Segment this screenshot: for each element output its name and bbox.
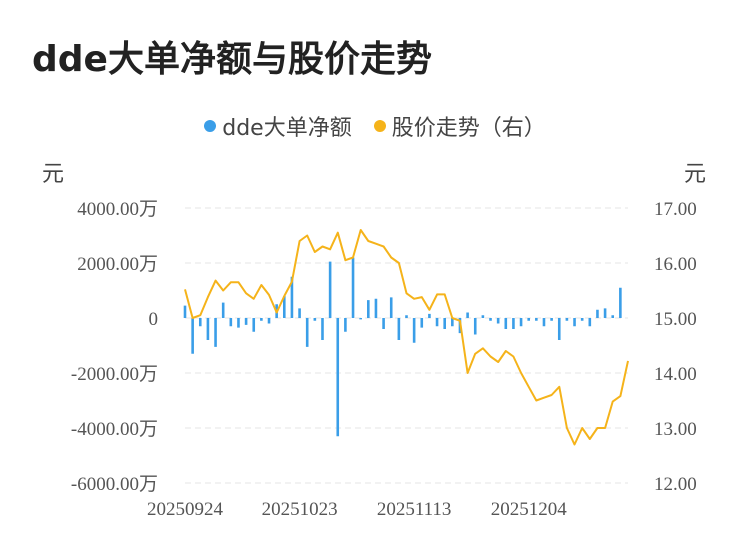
dde-bar — [420, 318, 424, 328]
dde-bar — [305, 318, 309, 347]
dde-bar — [550, 318, 553, 321]
left-tick-label: -4000.00万 — [71, 419, 158, 440]
dde-bar — [389, 297, 393, 318]
dde-bar — [573, 318, 576, 327]
dde-legend-dot-icon — [204, 120, 217, 132]
dde-bar — [214, 318, 217, 347]
dde-bar — [359, 318, 362, 320]
legend-item-price[interactable]: 股价走势（右） — [373, 110, 546, 142]
dde-bar — [535, 318, 538, 321]
dde-bar — [290, 276, 294, 318]
dde-bar — [206, 318, 210, 340]
right-tick-label: 17.00 — [654, 199, 697, 220]
left-tick-label: 2000.00万 — [77, 254, 158, 275]
legend-label-dde: dde大单净额 — [222, 116, 352, 141]
dde-bar — [496, 318, 500, 324]
right-tick-label: 14.00 — [654, 364, 697, 385]
dde-bar — [313, 318, 317, 321]
right-tick-label: 16.00 — [654, 254, 697, 275]
dde-bar — [542, 318, 546, 327]
dde-bar — [504, 318, 508, 329]
dde-bar — [244, 318, 248, 325]
dde-bar — [267, 318, 271, 324]
dde-bar — [351, 257, 355, 318]
dde-bar — [619, 287, 622, 318]
price-legend-dot-icon — [373, 120, 386, 132]
dde-bar — [367, 300, 370, 318]
dde-bar — [466, 312, 469, 318]
x-tick-label: 20251204 — [491, 499, 568, 520]
dde-bar — [221, 302, 225, 318]
x-tick-label: 20251023 — [262, 499, 338, 520]
right-tick-label: 12.00 — [654, 474, 697, 495]
dde-bar — [451, 318, 454, 327]
dde-bar — [282, 296, 286, 318]
right-tick-label: 13.00 — [654, 419, 697, 440]
left-tick-label: -2000.00万 — [71, 364, 158, 385]
dde-bar — [412, 318, 416, 343]
dde-bar — [252, 318, 256, 332]
dde-bar — [596, 309, 599, 318]
dde-bar — [374, 298, 378, 318]
dde-bar — [237, 318, 240, 328]
dde-bar — [382, 318, 385, 329]
dde-bar — [298, 308, 301, 318]
left-tick-label: 0 — [149, 309, 159, 330]
dde-bar — [328, 261, 332, 318]
price-line — [184, 229, 629, 446]
left-tick-label: -6000.00万 — [71, 474, 158, 495]
dde-bar — [489, 318, 492, 321]
dde-bar — [603, 308, 607, 318]
dde-bar — [473, 318, 477, 335]
dde-bar — [260, 318, 263, 321]
dde-bar — [611, 315, 615, 318]
dde-bar — [557, 318, 561, 340]
left-axis-unit: 元 — [42, 162, 65, 187]
dde-bar — [336, 318, 340, 437]
dde-bar — [198, 318, 202, 327]
dde-bar — [565, 318, 569, 321]
legend: dde大单净额 股价走势（右） — [0, 110, 750, 142]
legend-label-price: 股价走势（右） — [391, 116, 546, 141]
dde-bar — [580, 318, 584, 321]
right-tick-label: 15.00 — [654, 309, 697, 330]
dde-bar — [229, 318, 233, 327]
dde-bar — [512, 318, 515, 329]
left-tick-label: 4000.00万 — [77, 199, 158, 220]
right-axis-unit: 元 — [684, 162, 707, 187]
dde-bar — [428, 313, 431, 318]
dde-bar — [321, 318, 324, 340]
dde-bar — [344, 318, 347, 332]
dde-bar — [527, 318, 531, 321]
dde-bar — [397, 318, 401, 340]
legend-item-dde[interactable]: dde大单净额 — [204, 110, 352, 142]
dde-bar — [405, 315, 408, 318]
dde-bar — [435, 318, 439, 327]
x-tick-label: 20251113 — [377, 499, 452, 520]
dde-bar — [519, 318, 523, 327]
x-tick-label: 20250924 — [147, 499, 224, 520]
dde-bar — [588, 318, 592, 327]
dde-bar — [191, 318, 194, 354]
chart-title: dde大单净额与股价走势 — [32, 39, 432, 80]
dde-bar — [443, 318, 446, 329]
dde-bar — [481, 315, 485, 318]
dde-bar — [183, 305, 187, 318]
